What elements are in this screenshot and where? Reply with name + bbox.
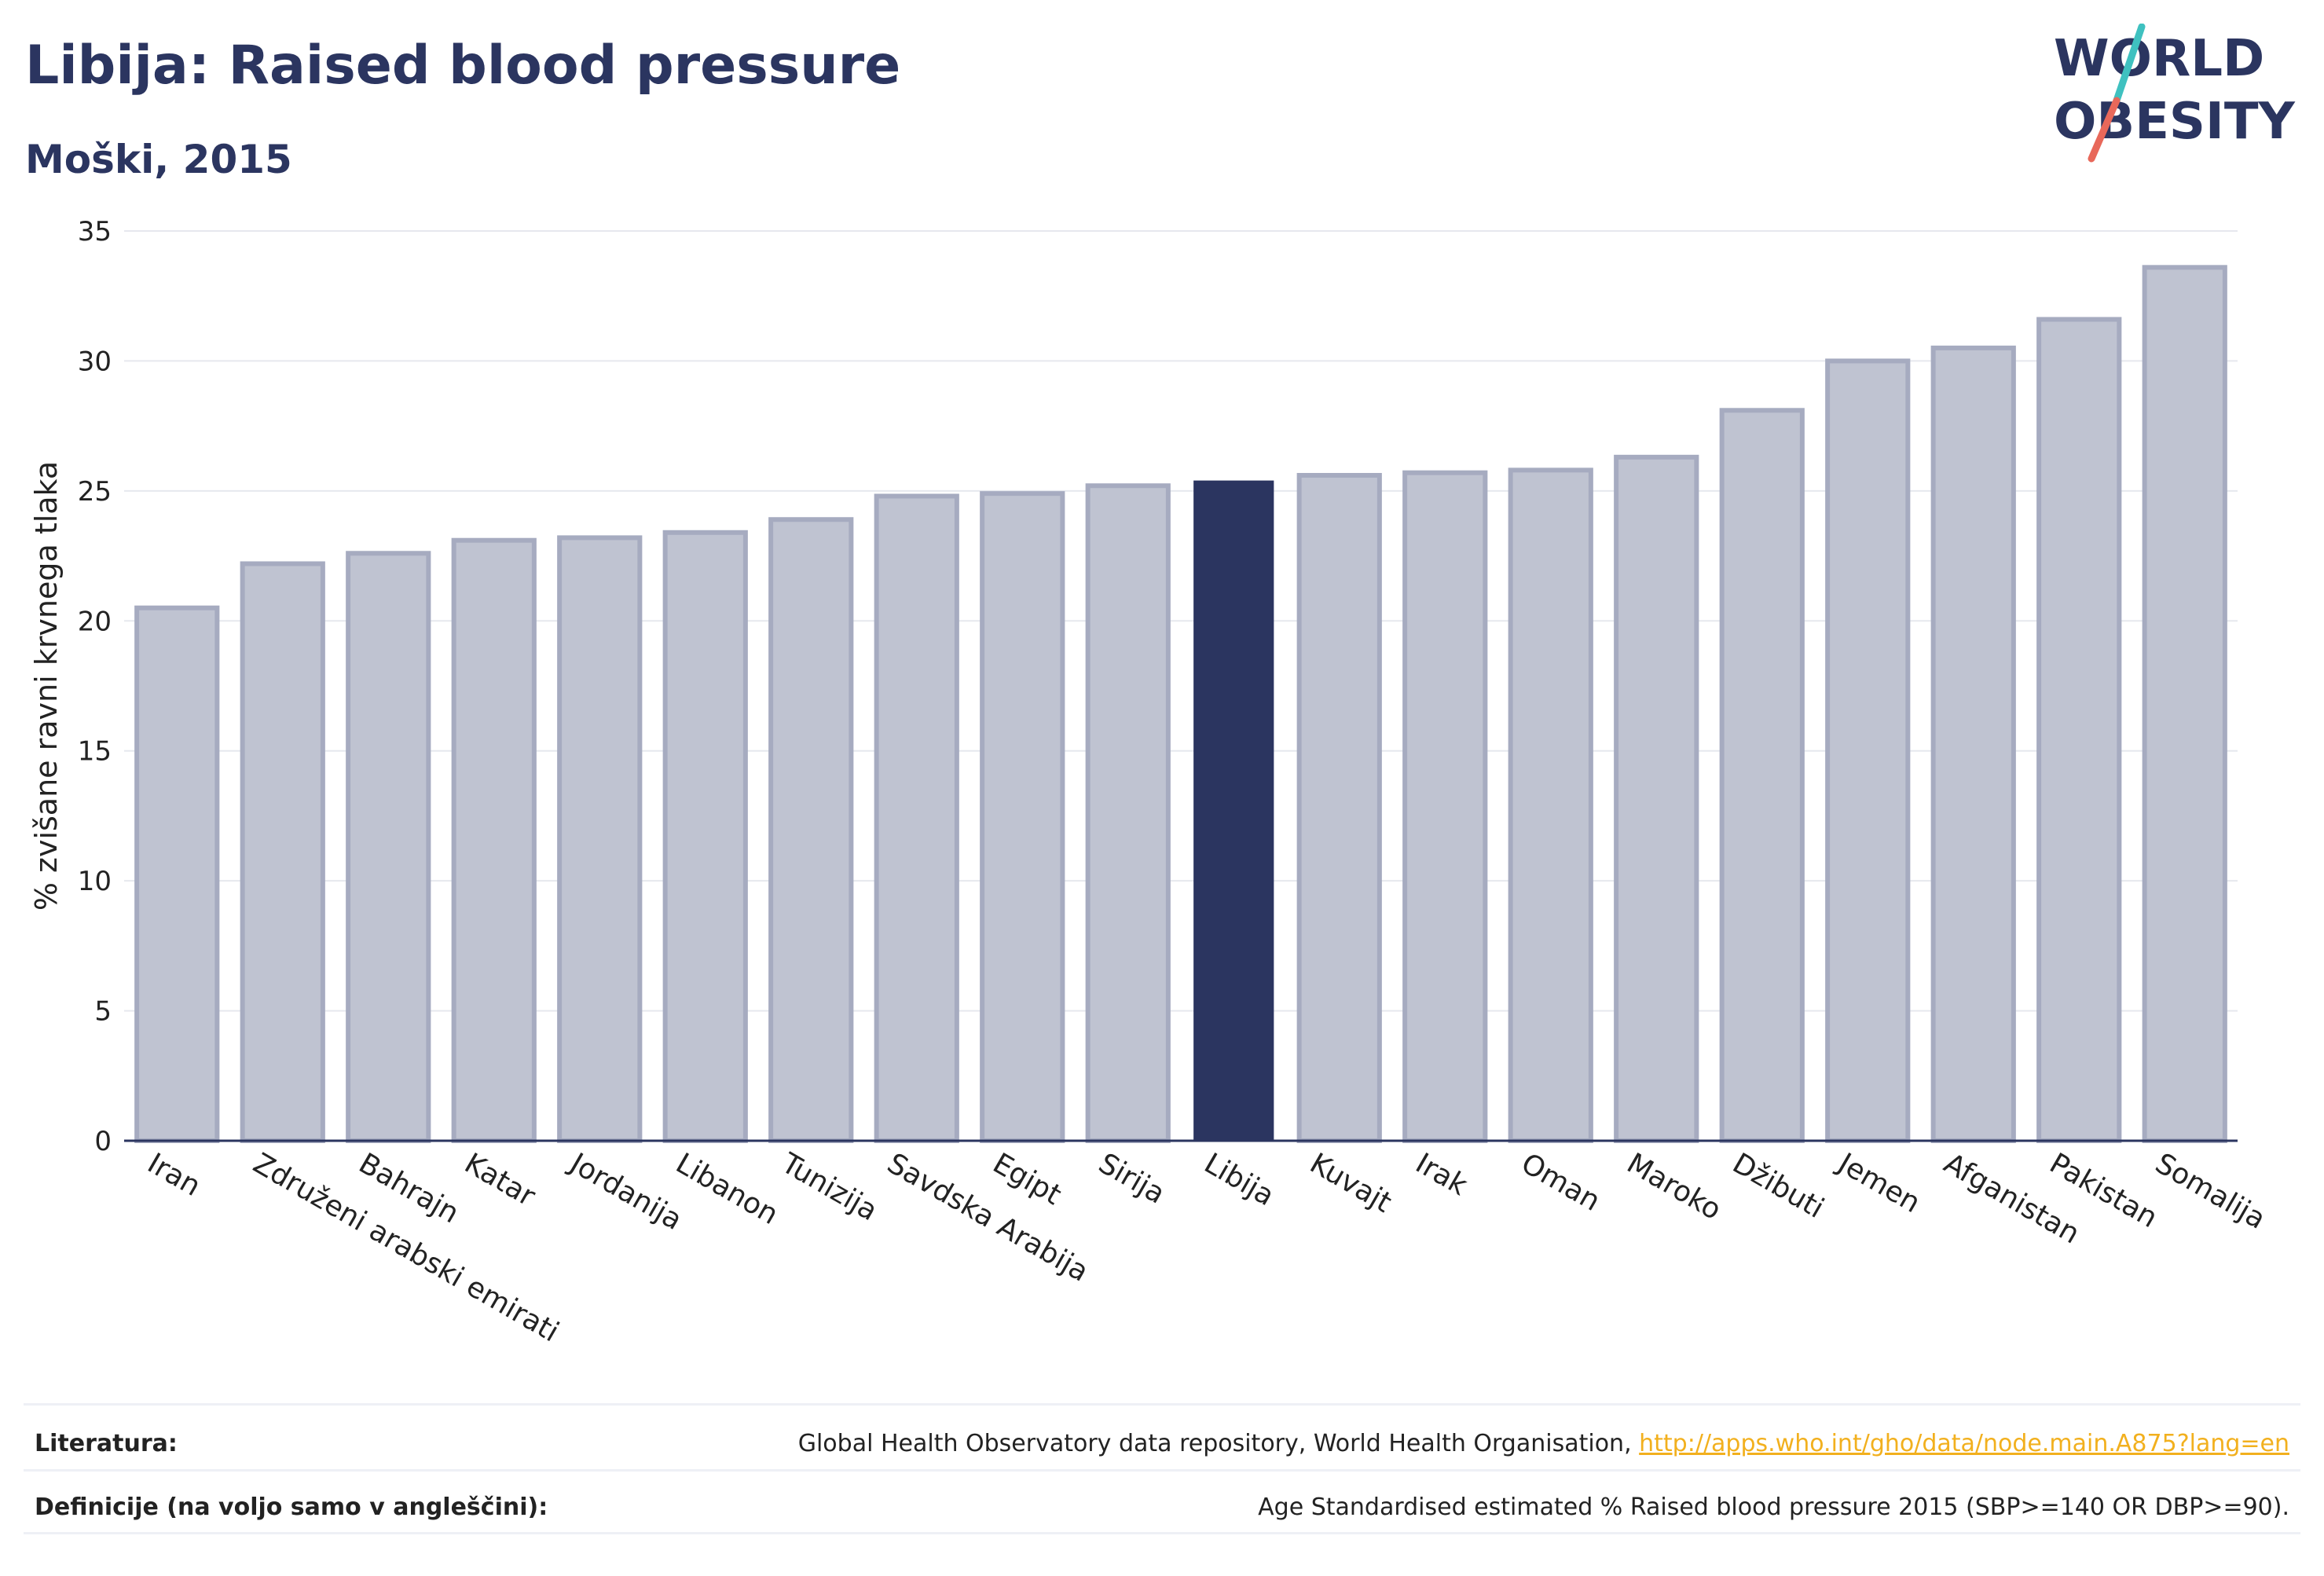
definitions-text: Age Standardised estimated % Raised bloo… bbox=[1258, 1493, 2289, 1521]
y-tick-label: 15 bbox=[78, 736, 112, 768]
y-tick-label: 5 bbox=[94, 996, 112, 1028]
footer-divider-top bbox=[24, 1403, 2300, 1406]
bar bbox=[346, 551, 431, 1143]
bar bbox=[557, 535, 643, 1143]
bar bbox=[1614, 454, 1699, 1143]
y-tick-label: 0 bbox=[94, 1126, 112, 1157]
bar bbox=[874, 493, 959, 1143]
x-tick-label: Kuvajt bbox=[1304, 1147, 1397, 1219]
chart-title: Libija: Raised blood pressure bbox=[25, 35, 901, 97]
bar bbox=[240, 561, 325, 1143]
literature-link[interactable]: http://apps.who.int/gho/data/node.main.A… bbox=[1639, 1429, 2289, 1457]
y-tick-label: 25 bbox=[78, 476, 112, 508]
x-tick-label: Oman bbox=[1516, 1147, 1605, 1218]
bar bbox=[451, 537, 537, 1143]
x-axis-labels: Iran Združeni arabski emiratiBahrajnKatar… bbox=[142, 1146, 2271, 1348]
bar bbox=[980, 491, 1065, 1143]
definitions-label: Definicije (na voljo samo v angleščini): bbox=[35, 1493, 548, 1521]
logo-line1: WORLD bbox=[2054, 30, 2264, 88]
bar bbox=[1825, 358, 1911, 1143]
y-tick-label: 35 bbox=[78, 216, 112, 247]
bar bbox=[1930, 345, 2016, 1143]
footer-divider-middle bbox=[24, 1469, 2300, 1472]
bars bbox=[134, 265, 2227, 1144]
footer-literature-row: Literatura: Global Health Observatory da… bbox=[24, 1412, 2300, 1475]
logo-graphic: WORLD OBESITY bbox=[2054, 23, 2295, 163]
y-tick-label: 20 bbox=[78, 606, 112, 637]
bar bbox=[2142, 265, 2227, 1144]
world-obesity-logo: WORLD OBESITY bbox=[2051, 23, 2310, 173]
x-tick-label: Somalija bbox=[2150, 1147, 2271, 1236]
bar bbox=[134, 605, 220, 1143]
bar bbox=[1085, 483, 1171, 1143]
bar bbox=[2036, 317, 2122, 1143]
footer-definitions-row: Definicije (na voljo samo v angleščini):… bbox=[24, 1475, 2300, 1538]
x-tick-label: Jordanija bbox=[563, 1146, 687, 1237]
bar bbox=[1719, 408, 1805, 1143]
literature-value: Global Health Observatory data repositor… bbox=[798, 1430, 2300, 1457]
literature-text: Global Health Observatory data repositor… bbox=[797, 1429, 1640, 1457]
y-axis-label: % zvišane ravni krvnega tlaka bbox=[29, 461, 64, 911]
logo-line2: OBESITY bbox=[2054, 93, 2295, 151]
footer-divider-bottom bbox=[24, 1532, 2300, 1534]
x-tick-label: Sirija bbox=[1093, 1147, 1170, 1210]
gridlines bbox=[124, 230, 2238, 1012]
literature-label: Literatura: bbox=[35, 1429, 178, 1457]
chart-subtitle: Moški, 2015 bbox=[25, 137, 292, 182]
y-axis-ticks: 0 5 10 15 20 25 30 35 bbox=[78, 216, 112, 1157]
bar-highlight bbox=[1193, 480, 1274, 1141]
bar bbox=[1508, 467, 1593, 1143]
x-tick-label: Džibuti bbox=[1727, 1147, 1829, 1225]
logo-slash-bottom bbox=[2088, 97, 2121, 163]
x-tick-label: Egipt bbox=[988, 1147, 1067, 1211]
bar bbox=[662, 530, 748, 1143]
y-tick-label: 10 bbox=[78, 866, 112, 897]
x-tick-label: Libanon bbox=[670, 1147, 783, 1231]
bar bbox=[768, 517, 854, 1143]
x-tick-label: Tunizija bbox=[775, 1147, 883, 1228]
y-tick-label: 30 bbox=[78, 346, 112, 377]
x-tick-label: Iran bbox=[142, 1147, 206, 1203]
x-tick-label: Jemen bbox=[1831, 1146, 1926, 1219]
bar bbox=[1402, 470, 1488, 1143]
x-tick-label: Irak bbox=[1410, 1147, 1473, 1202]
x-tick-label: Maroko bbox=[1622, 1147, 1727, 1226]
x-tick-label: Katar bbox=[459, 1147, 541, 1213]
bar bbox=[1296, 473, 1382, 1143]
bar-chart: 0 5 10 15 20 25 30 35 Iran Združeni arabski emir… bbox=[29, 216, 2271, 1349]
x-tick-label: Libija bbox=[1199, 1147, 1280, 1212]
logo-slash-top bbox=[2113, 23, 2146, 104]
x-tick-label: Savdska Arabija bbox=[882, 1147, 1094, 1288]
